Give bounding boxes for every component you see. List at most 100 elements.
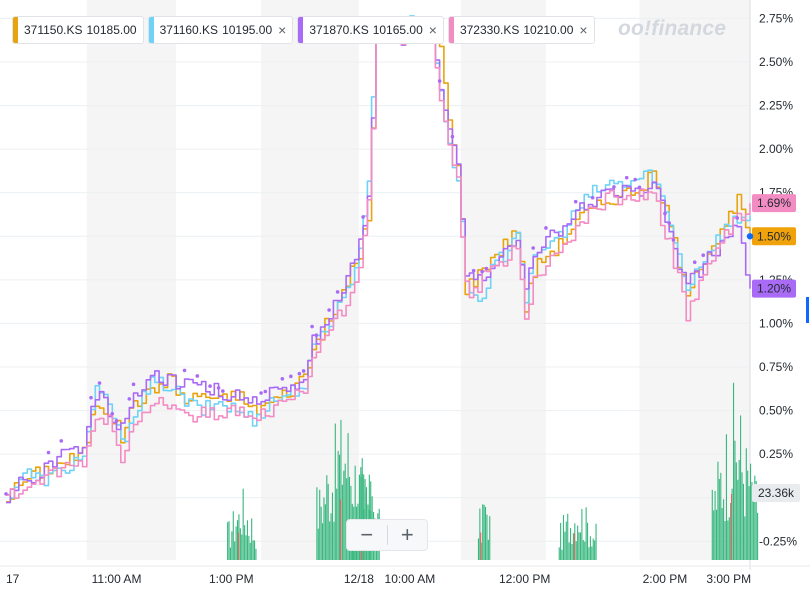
volume-bar [237, 532, 239, 560]
volume-bar [730, 494, 733, 560]
volume-bar [334, 423, 336, 560]
volume-bar [253, 540, 256, 560]
series-dot [59, 439, 64, 443]
volume-bar [592, 538, 594, 560]
volume-bar [577, 525, 579, 560]
y-tick-label: 0.25% [759, 447, 793, 461]
series-dot [671, 238, 676, 242]
series-dot [208, 384, 212, 388]
volume-bar [714, 491, 716, 560]
volume-bar [487, 539, 489, 560]
volume-bar [588, 547, 590, 560]
series-dot [221, 389, 225, 393]
volume-bar [569, 528, 572, 560]
series-dot [573, 199, 578, 204]
volume-bar [323, 497, 325, 560]
volume-bar [329, 521, 331, 560]
volume-bar [594, 540, 596, 560]
volume-bar [578, 532, 580, 560]
volume-bar [573, 533, 575, 560]
volume-bar [586, 522, 589, 560]
volume-bar [745, 448, 747, 560]
series-dot [361, 215, 365, 219]
volume-bar [757, 512, 759, 560]
close-icon[interactable]: × [278, 22, 287, 38]
scroll-edge-marker[interactable] [806, 297, 809, 323]
volume-bar [567, 513, 569, 560]
volume-bar [320, 506, 322, 560]
volume-bar [725, 434, 727, 560]
legend-chip-371150.KS[interactable]: 371150.KS 10185.00 [12, 16, 144, 44]
badge-gold-label: 1.50% [757, 229, 791, 243]
series-dot [450, 134, 455, 139]
volume-bar [248, 535, 250, 560]
volume-bar [486, 514, 488, 560]
volume-bar [344, 463, 346, 560]
zoom-divider [386, 525, 388, 545]
volume-bar [317, 528, 319, 560]
series-dot [314, 333, 319, 337]
volume-bar [482, 504, 484, 560]
badge-volume [752, 484, 800, 502]
legend-symbol: 371870.KS [309, 23, 369, 37]
series-dot [301, 369, 306, 373]
volume-bar [723, 499, 725, 560]
volume-bar [360, 477, 362, 560]
series-dot [624, 175, 629, 180]
series-dot [310, 324, 314, 329]
x-tick-label: 11:00 AM [92, 572, 142, 586]
volume-bar [239, 528, 241, 560]
volume-bar [750, 463, 752, 560]
volume-bar [575, 541, 577, 560]
series-dot [480, 269, 484, 274]
x-tick-label: 1:00 PM [209, 572, 254, 586]
volume-bar [721, 507, 723, 560]
volume-bar [585, 507, 587, 560]
volume-bar [234, 541, 236, 560]
y-tick-label: 1.00% [759, 316, 793, 330]
volume-bar [324, 504, 326, 560]
volume-bar [711, 489, 713, 560]
series-dot [437, 79, 442, 83]
volume-bar [735, 462, 737, 560]
x-tick-label: 2:00 PM [643, 572, 688, 586]
volume-bar [249, 542, 251, 560]
x-tick-label: 12/18 [344, 572, 374, 586]
series-dot [46, 450, 51, 455]
series-dot [484, 266, 489, 271]
volume-bar [228, 521, 230, 560]
series-dot [667, 221, 672, 225]
series-dot [335, 290, 340, 294]
zoom-control: − + [346, 519, 428, 551]
legend-chip-371870.KS[interactable]: 371870.KS 10165.00 × [297, 16, 444, 44]
series-dots [4, 18, 740, 496]
close-icon[interactable]: × [579, 22, 588, 38]
badge-purple-label: 1.20% [757, 282, 791, 296]
volume-bar [368, 474, 370, 560]
volume-bar [252, 540, 254, 560]
series-dot [259, 391, 263, 395]
volume-bar [564, 531, 566, 560]
legend-chip-371160.KS[interactable]: 371160.KS 10195.00 × [147, 16, 294, 44]
series-dot [195, 374, 200, 378]
zoom-in-button[interactable]: + [400, 522, 414, 547]
volume-bar [484, 506, 487, 560]
legend-price: 10185.00 [86, 23, 137, 37]
volume-bar [251, 518, 253, 560]
volume-bar [558, 547, 560, 560]
volume-bar [340, 419, 342, 560]
volume-bar [720, 472, 722, 560]
series-dot [110, 411, 115, 416]
zoom-out-button[interactable]: − [360, 522, 374, 547]
series-dot [735, 216, 740, 220]
y-tick-label: 0.50% [759, 404, 793, 418]
legend-chip-372330.KS[interactable]: 372330.KS 10210.00 × [447, 16, 595, 44]
volume-bar [561, 549, 563, 560]
close-icon[interactable]: × [428, 22, 437, 38]
volume-bar [244, 525, 246, 560]
volume-bar [755, 481, 757, 560]
volume-bar [339, 499, 341, 560]
volume-bar [330, 513, 332, 560]
series-dot [114, 419, 119, 423]
